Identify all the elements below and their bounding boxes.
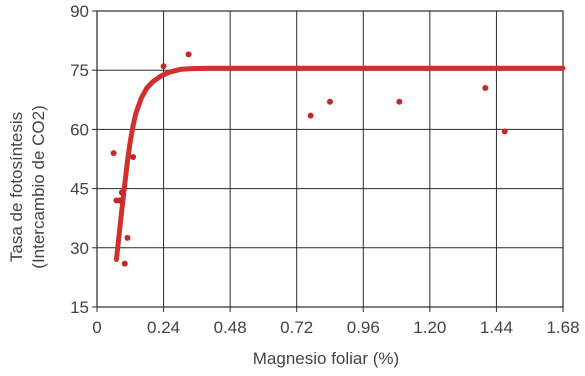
y-tick-label: 15: [70, 298, 89, 317]
x-tick-label: 0: [92, 318, 101, 337]
scatter-point: [185, 51, 192, 58]
x-tick-label: 0.72: [280, 318, 313, 337]
x-tick-label: 0.24: [147, 318, 180, 337]
x-axis-label: Magnesio foliar (%): [253, 349, 399, 368]
scatter-point: [124, 234, 131, 241]
scatter-point: [130, 154, 137, 161]
y-tick-label: 30: [70, 239, 89, 258]
scatter-point: [482, 84, 489, 91]
scatter-point: [327, 98, 333, 105]
plot-frame: [96, 10, 564, 308]
y-tick-label: 45: [70, 180, 89, 199]
x-tick-labels: 0 0.24 0.48 0.72 0.96 1.20 1.44 1.68: [92, 318, 579, 337]
y-axis-label-line-2: (Intercambio de CO2): [29, 105, 48, 268]
scatter-point: [110, 150, 117, 157]
y-axis-label-line-1: Tasa de fotosíntesis: [7, 112, 26, 262]
x-tick-label: 1.68: [546, 318, 579, 337]
axes: [92, 10, 564, 312]
scatter-point: [118, 189, 125, 196]
scatter-point: [160, 63, 167, 70]
x-tick-label: 0.96: [347, 318, 380, 337]
x-tick-label: 1.44: [480, 318, 513, 337]
y-tick-label: 60: [70, 120, 89, 139]
scatter-points: [110, 51, 508, 267]
fit-curve-line: [113, 65, 566, 263]
x-tick-label: 0.48: [214, 318, 247, 337]
scatter-point: [307, 112, 314, 119]
scatter-point: [501, 128, 508, 135]
grid: [97, 11, 563, 307]
fit-curve-layer: [113, 65, 566, 263]
scatter-point: [116, 197, 123, 204]
y-tick-label: 90: [70, 2, 89, 21]
scatter-point: [396, 98, 403, 105]
y-tick-label: 75: [70, 61, 89, 80]
y-tick-labels: 15 30 45 60 75 90: [70, 2, 89, 317]
scatter-point: [121, 260, 128, 267]
x-tick-label: 1.20: [413, 318, 446, 337]
